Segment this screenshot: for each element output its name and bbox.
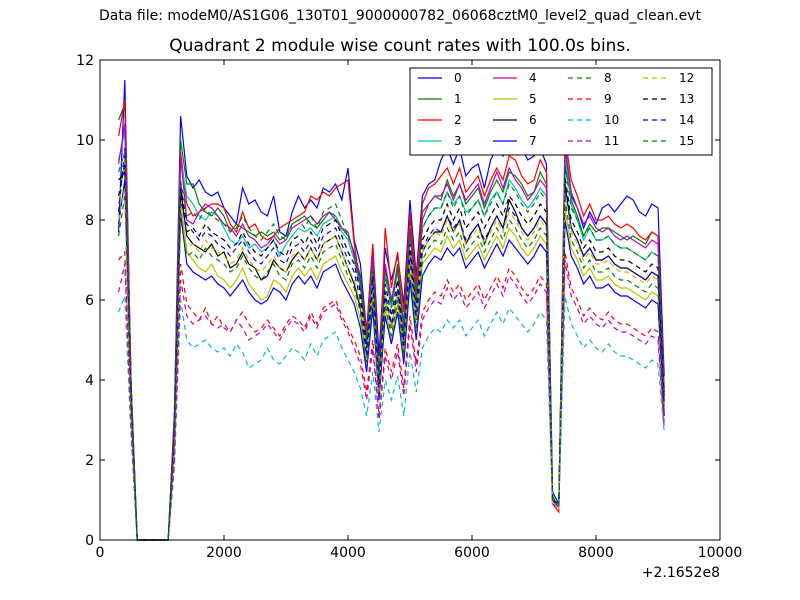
series-line-0 <box>118 79 665 541</box>
x-tick-label: 8000 <box>578 545 614 561</box>
series-line-7 <box>118 179 665 541</box>
legend-label-11: 11 <box>604 134 619 148</box>
series-line-14 <box>118 147 665 541</box>
legend-label-1: 1 <box>454 92 462 106</box>
y-tick-label: 6 <box>85 293 94 309</box>
series-line-6 <box>118 170 665 541</box>
legend-label-5: 5 <box>529 92 537 106</box>
x-tick-label: 4000 <box>330 545 366 561</box>
y-tick-label: 8 <box>85 213 94 229</box>
x-offset-label: +2.1652e8 <box>642 565 720 581</box>
y-tick-label: 4 <box>85 373 94 389</box>
legend-label-9: 9 <box>604 92 612 106</box>
legend-label-7: 7 <box>529 134 537 148</box>
legend-label-8: 8 <box>604 71 612 85</box>
series-line-15 <box>118 151 665 541</box>
chart-title: Quadrant 2 module wise count rates with … <box>169 36 631 56</box>
series-layer <box>118 79 665 541</box>
y-tick-label: 0 <box>85 533 94 549</box>
x-tick-label: 6000 <box>454 545 490 561</box>
legend-label-13: 13 <box>679 92 694 106</box>
y-tick-label: 12 <box>76 53 94 69</box>
legend-label-3: 3 <box>454 134 462 148</box>
series-line-13 <box>118 163 665 541</box>
legend-label-6: 6 <box>529 113 537 127</box>
legend-label-0: 0 <box>454 71 462 85</box>
x-tick-label: 0 <box>96 545 105 561</box>
x-tick-label: 10000 <box>698 545 743 561</box>
series-line-5 <box>118 159 665 541</box>
legend-label-12: 12 <box>679 71 694 85</box>
series-line-9 <box>118 250 665 541</box>
y-tick-label: 10 <box>76 133 94 149</box>
legend-label-14: 14 <box>679 113 694 127</box>
x-tick-label: 2000 <box>206 545 242 561</box>
data-file-label: Data file: modeM0/AS1G06_130T01_90000007… <box>99 8 701 24</box>
series-line-8 <box>118 195 665 541</box>
legend-label-10: 10 <box>604 113 619 127</box>
series-line-2 <box>118 99 665 541</box>
series-line-4 <box>118 123 665 541</box>
y-tick-label: 2 <box>85 453 94 469</box>
series-line-12 <box>118 187 665 541</box>
legend-label-15: 15 <box>679 134 694 148</box>
series-line-10 <box>118 295 665 541</box>
legend-label-4: 4 <box>529 71 537 85</box>
legend-label-2: 2 <box>454 113 462 127</box>
